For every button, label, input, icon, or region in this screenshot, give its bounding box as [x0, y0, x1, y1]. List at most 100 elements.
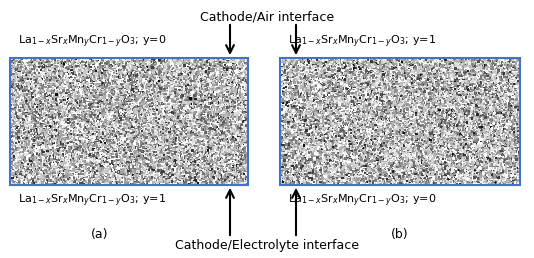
Point — [486, 139, 495, 143]
Point — [143, 71, 151, 75]
Point — [176, 96, 185, 100]
Point — [323, 150, 332, 154]
Point — [162, 178, 171, 182]
Point — [20, 98, 29, 102]
Point — [166, 117, 175, 121]
Point — [508, 141, 517, 146]
Point — [203, 157, 212, 161]
Point — [466, 150, 475, 154]
Point — [335, 130, 343, 134]
Point — [433, 124, 442, 128]
Point — [297, 172, 305, 176]
Point — [507, 98, 515, 102]
Point — [173, 111, 182, 115]
Point — [160, 66, 168, 70]
Point — [498, 94, 507, 99]
Point — [135, 119, 143, 124]
Point — [160, 136, 169, 140]
Point — [219, 111, 228, 115]
Point — [179, 87, 188, 91]
Point — [7, 128, 16, 132]
Point — [327, 58, 336, 62]
Point — [360, 57, 369, 61]
Point — [505, 130, 514, 134]
Point — [92, 128, 100, 132]
Point — [35, 71, 43, 75]
Point — [178, 135, 186, 140]
Point — [234, 96, 243, 100]
Point — [336, 147, 344, 151]
Point — [39, 151, 48, 155]
Point — [386, 79, 395, 83]
Point — [285, 116, 293, 120]
Point — [203, 104, 212, 108]
Point — [417, 168, 425, 173]
Point — [56, 127, 65, 131]
Point — [40, 172, 49, 176]
Point — [76, 155, 84, 159]
Point — [493, 90, 502, 94]
Point — [427, 164, 436, 168]
Point — [163, 96, 171, 100]
Point — [137, 135, 146, 140]
Point — [500, 100, 508, 104]
Point — [301, 82, 310, 86]
Point — [146, 166, 154, 170]
Point — [367, 112, 375, 116]
Point — [155, 82, 163, 86]
Point — [189, 165, 198, 169]
Point — [58, 113, 67, 117]
Point — [58, 128, 66, 133]
Point — [472, 120, 481, 124]
Point — [504, 61, 513, 66]
Point — [399, 76, 408, 80]
Point — [163, 111, 171, 116]
Point — [278, 97, 287, 101]
Point — [71, 181, 80, 185]
Point — [492, 134, 500, 138]
Point — [300, 71, 309, 75]
Point — [465, 106, 474, 110]
Point — [235, 115, 244, 119]
Point — [76, 113, 84, 117]
Point — [54, 93, 63, 98]
Point — [92, 94, 100, 98]
Point — [277, 106, 286, 110]
Point — [40, 88, 49, 93]
Point — [119, 89, 127, 93]
Point — [414, 94, 423, 98]
Point — [104, 160, 113, 164]
Point — [489, 109, 497, 113]
Point — [203, 130, 211, 134]
Point — [381, 117, 390, 121]
Point — [214, 164, 223, 168]
Point — [171, 61, 179, 65]
Point — [514, 143, 522, 148]
Point — [111, 107, 120, 111]
Point — [51, 115, 60, 119]
Point — [373, 161, 382, 165]
Point — [180, 106, 189, 110]
Point — [278, 157, 287, 161]
Point — [307, 124, 315, 128]
Point — [496, 86, 505, 90]
Point — [403, 108, 411, 112]
Point — [233, 83, 242, 87]
Point — [311, 57, 319, 61]
Point — [185, 178, 194, 182]
Point — [390, 150, 398, 154]
Point — [356, 63, 364, 68]
Point — [410, 82, 418, 86]
Point — [457, 60, 466, 64]
Point — [435, 62, 444, 67]
Point — [496, 157, 505, 162]
Point — [89, 82, 98, 86]
Point — [358, 58, 366, 62]
Point — [222, 78, 231, 82]
Point — [308, 85, 316, 89]
Point — [337, 137, 346, 141]
Point — [308, 112, 317, 116]
Point — [135, 160, 144, 164]
Point — [291, 98, 300, 102]
Point — [48, 100, 56, 104]
